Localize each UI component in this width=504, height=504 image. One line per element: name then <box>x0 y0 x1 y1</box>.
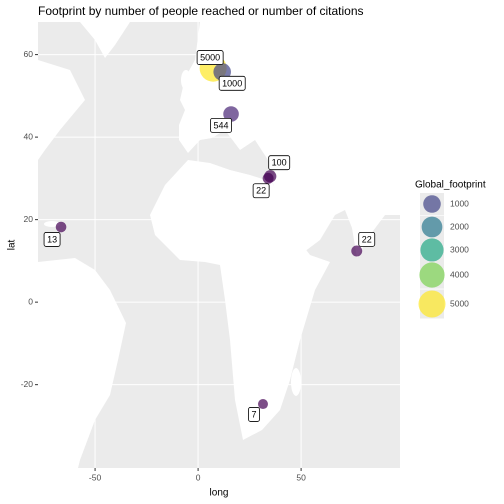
point-label: 22 <box>252 183 270 199</box>
legend-symbol <box>423 195 441 213</box>
label-box <box>210 117 232 133</box>
x-tick-label: 0 <box>196 472 201 482</box>
map-land <box>38 22 400 468</box>
label-text: 22 <box>256 186 266 196</box>
point <box>262 172 274 184</box>
label-box <box>268 155 291 171</box>
land-africa <box>150 160 330 440</box>
point-label: 13 <box>43 232 61 247</box>
legend-label: 1000 <box>450 198 469 208</box>
point-label: 5000 <box>196 50 224 65</box>
point-labels: 5000 1000 544 100 22 13 22 7 <box>43 50 376 422</box>
point <box>223 106 239 122</box>
y-tick-label: 60 <box>24 49 34 59</box>
chart-title: Footprint by number of people reached or… <box>38 4 364 18</box>
legend-title: Global_footprint <box>415 180 486 191</box>
label-box <box>358 231 376 247</box>
label-box <box>218 75 246 91</box>
label-text: 5000 <box>200 53 220 63</box>
legend: 1000 2000 3000 4000 5000 <box>418 193 469 319</box>
land-caribbean <box>44 221 60 227</box>
y-axis-title: lat <box>7 239 18 250</box>
y-tick-label: 0 <box>28 296 33 306</box>
point <box>351 245 363 257</box>
label-text: 1000 <box>222 78 242 88</box>
y-tick-label: 20 <box>24 214 34 224</box>
legend-symbol <box>418 290 446 318</box>
label-text: 22 <box>362 234 372 244</box>
label-box <box>43 232 61 247</box>
label-box <box>196 50 224 65</box>
legend-symbol <box>419 262 445 288</box>
label-box <box>252 183 270 199</box>
land-greenland <box>80 22 130 58</box>
label-text: 100 <box>272 158 287 168</box>
point-label: 100 <box>268 155 291 171</box>
legend-symbol <box>421 216 443 238</box>
point-label: 1000 <box>218 75 246 91</box>
point <box>257 399 268 410</box>
land-britain <box>181 70 191 90</box>
x-axis-title: long <box>210 488 229 499</box>
legend-symbol <box>420 238 444 262</box>
point-label: 7 <box>248 407 260 422</box>
x-tick-label: -50 <box>89 472 102 482</box>
land-madagascar <box>291 368 301 396</box>
label-text: 7 <box>251 409 256 419</box>
label-text: 13 <box>47 234 57 244</box>
land-south-america <box>38 258 126 468</box>
point-label: 544 <box>210 117 232 133</box>
label-box <box>248 407 260 422</box>
legend-label: 2000 <box>450 221 469 231</box>
y-tick-label: 40 <box>24 131 34 141</box>
x-tick-label: 50 <box>296 472 306 482</box>
point <box>55 221 67 233</box>
label-text: 544 <box>214 120 229 130</box>
legend-label: 3000 <box>450 244 469 254</box>
legend-label: 4000 <box>450 269 469 279</box>
land-north-america <box>38 60 85 160</box>
y-tick-label: -20 <box>21 379 34 389</box>
legend-label: 5000 <box>450 298 469 308</box>
point-label: 22 <box>358 231 376 247</box>
